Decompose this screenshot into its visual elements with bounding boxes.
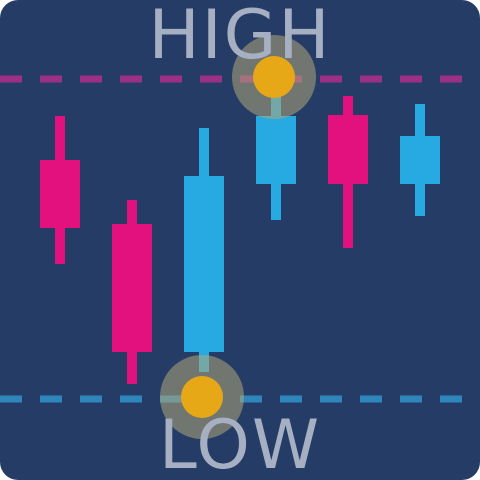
candle-6 xyxy=(400,104,440,216)
candle-1 xyxy=(40,116,80,264)
candle-5 xyxy=(328,96,368,248)
low-label: LOW xyxy=(158,406,322,480)
low-marker-icon xyxy=(160,355,244,439)
candle-2 xyxy=(112,200,152,384)
high-marker-icon xyxy=(232,35,316,119)
candle-4 xyxy=(256,96,296,220)
high-label: HIGH xyxy=(148,0,332,75)
candle-3 xyxy=(184,128,224,372)
